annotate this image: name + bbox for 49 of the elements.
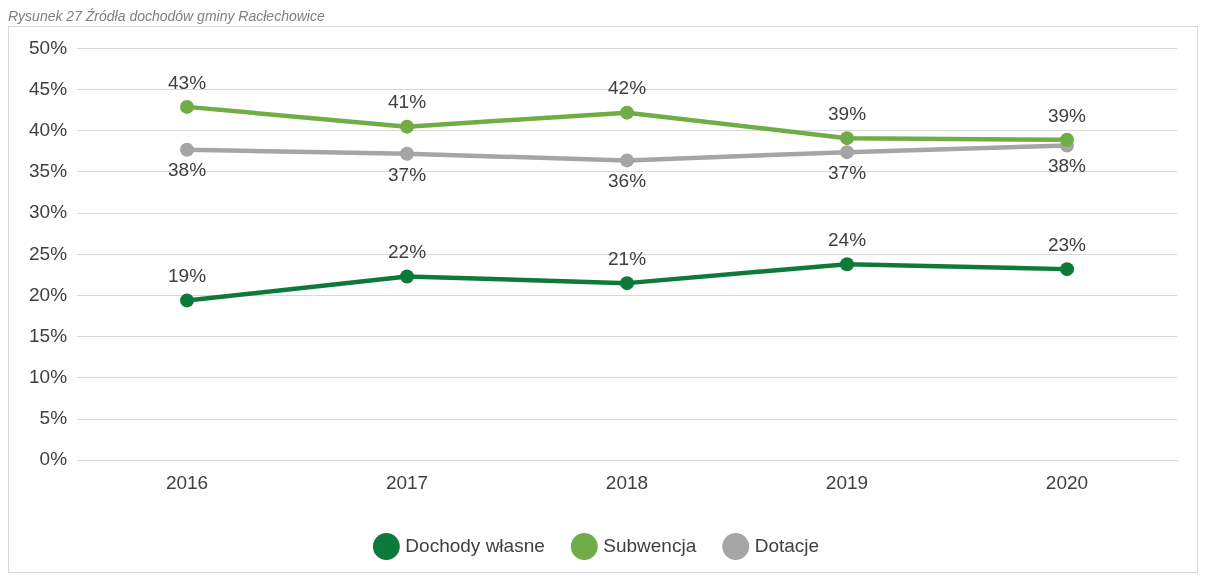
- point: [1060, 262, 1074, 277]
- y-tick-label: 20%: [29, 283, 68, 305]
- y-tick-label: 50%: [29, 36, 68, 58]
- data-label: 43%: [168, 71, 207, 93]
- data-label: 37%: [827, 161, 867, 183]
- y-tick-label: 10%: [29, 366, 68, 388]
- y-tick-label: 40%: [29, 118, 68, 140]
- data-label: 23%: [1047, 233, 1087, 255]
- x-tick-label: 2016: [165, 471, 209, 493]
- y-tick-label: 35%: [29, 160, 68, 182]
- x-tick-label: 2018: [605, 471, 649, 493]
- x-tick-label: 2020: [1045, 471, 1089, 493]
- point: [1060, 132, 1074, 147]
- point: [400, 269, 415, 284]
- point: [840, 145, 855, 160]
- y-tick-label: 30%: [29, 201, 68, 223]
- x-tick-label: 2019: [825, 471, 869, 493]
- data-label: 19%: [168, 265, 207, 287]
- point: [400, 146, 415, 161]
- data-label: 41%: [388, 91, 427, 113]
- y-tick-label: 5%: [39, 407, 68, 429]
- data-label: 42%: [608, 77, 647, 99]
- x-tick-label: 2017: [385, 471, 429, 493]
- point: [840, 257, 855, 272]
- y-tick-label: 15%: [29, 324, 68, 346]
- data-label: 39%: [827, 102, 867, 124]
- point: [180, 293, 195, 308]
- legend-label: Dochody własne: [405, 534, 545, 556]
- data-label: 38%: [168, 159, 207, 181]
- point: [620, 276, 635, 291]
- data-label: 22%: [388, 241, 427, 263]
- point: [180, 99, 195, 114]
- point: [400, 119, 415, 134]
- data-label: 38%: [1047, 155, 1087, 177]
- y-tick-label: 0%: [39, 448, 68, 470]
- chart-title: Rysunek 27 Źródła dochodów gminy Racłechowice: [8, 8, 326, 24]
- data-label: 21%: [608, 247, 647, 269]
- point: [620, 105, 635, 120]
- data-label: 36%: [608, 170, 647, 192]
- data-label: 37%: [388, 163, 427, 185]
- y-tick-label: 25%: [29, 242, 68, 264]
- data-label: 39%: [1047, 104, 1087, 126]
- point: [840, 131, 855, 146]
- legend-label: Dotacje: [754, 534, 820, 556]
- point: [180, 142, 195, 157]
- point: [620, 153, 635, 168]
- data-label: 24%: [827, 228, 867, 250]
- y-tick-label: 45%: [29, 77, 68, 99]
- legend-label: Subwencja: [603, 534, 697, 556]
